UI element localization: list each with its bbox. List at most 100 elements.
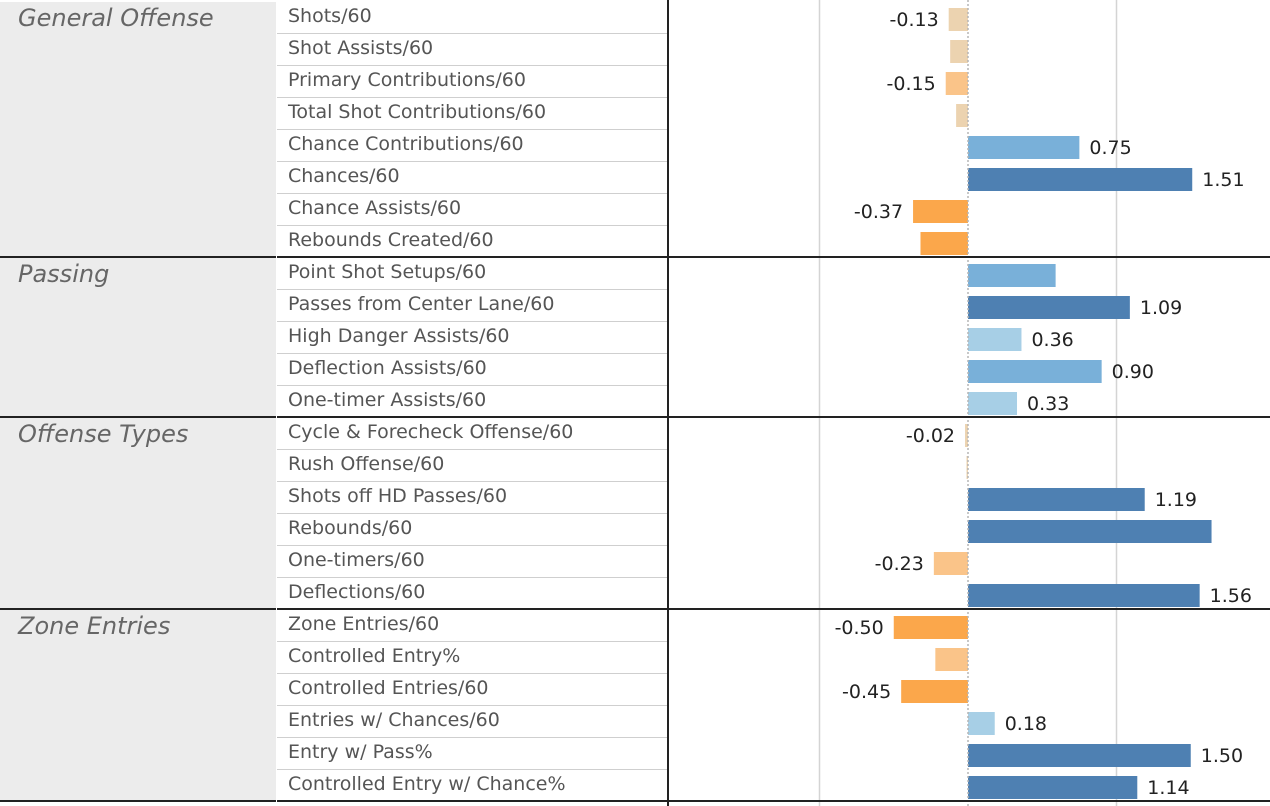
bar <box>913 200 968 223</box>
metric-label: Deflection Assists/60 <box>288 357 487 379</box>
metric-row: Cycle & Forecheck Offense/60 <box>277 418 667 450</box>
value-label: 0.18 <box>1005 713 1047 735</box>
metric-label: Total Shot Contributions/60 <box>288 101 547 123</box>
metric-row: Chance Contributions/60 <box>277 130 667 162</box>
value-label: 0.90 <box>1112 361 1154 383</box>
bar <box>920 232 968 255</box>
group-separator <box>669 800 1270 802</box>
metric-label: Controlled Entries/60 <box>288 677 489 699</box>
metric-label: Chance Assists/60 <box>288 197 462 219</box>
metric-row: Total Shot Contributions/60 <box>277 98 667 130</box>
bar <box>968 168 1193 191</box>
category-cell: Passing <box>0 258 276 418</box>
metric-label: High Danger Assists/60 <box>288 325 510 347</box>
metric-row: Rebounds/60 <box>277 514 667 546</box>
bar <box>968 744 1191 767</box>
value-label: -0.02 <box>906 425 955 447</box>
metric-label: Rush Offense/60 <box>288 453 445 475</box>
metric-row: High Danger Assists/60 <box>277 322 667 354</box>
value-label: 1.19 <box>1155 489 1197 511</box>
metric-label: One-timer Assists/60 <box>288 389 487 411</box>
metric-label: Entries w/ Chances/60 <box>288 709 500 731</box>
category-label: Offense Types <box>18 420 189 448</box>
metric-row: Chance Assists/60 <box>277 194 667 226</box>
value-label: -0.23 <box>875 553 924 575</box>
metric-row: Rush Offense/60 <box>277 450 667 482</box>
metric-label: Shots/60 <box>288 5 372 27</box>
value-label: 0.75 <box>1089 137 1131 159</box>
metric-row: One-timer Assists/60 <box>277 386 667 418</box>
metric-label: Chance Contributions/60 <box>288 133 524 155</box>
value-label: -0.13 <box>890 9 939 31</box>
bar <box>968 296 1130 319</box>
bar <box>893 616 968 639</box>
metric-row: Entries w/ Chances/60 <box>277 706 667 738</box>
category-cell: General Offense <box>0 2 276 258</box>
bar <box>966 456 968 479</box>
metric-label: Entry w/ Pass% <box>288 741 433 763</box>
group-separator <box>669 608 1270 610</box>
metric-row: Deflections/60 <box>277 578 667 610</box>
bar <box>965 424 968 447</box>
value-label: 0.33 <box>1027 393 1069 415</box>
bar <box>968 712 995 735</box>
group-separator <box>669 416 1270 418</box>
category-label: Zone Entries <box>18 612 171 640</box>
value-label: 1.51 <box>1202 169 1244 191</box>
value-label: 1.56 <box>1210 585 1252 607</box>
bar <box>968 264 1056 287</box>
metric-label: Controlled Entry% <box>288 645 461 667</box>
bar <box>945 72 968 95</box>
bar <box>968 584 1200 607</box>
value-label: -0.15 <box>887 73 936 95</box>
category-cell: Zone Entries <box>0 610 276 802</box>
value-label: -0.45 <box>842 681 891 703</box>
metric-label: Shot Assists/60 <box>288 37 434 59</box>
bar <box>968 136 1080 159</box>
bar <box>968 328 1022 351</box>
metric-row: One-timers/60 <box>277 546 667 578</box>
bar <box>968 520 1212 543</box>
metric-label: Deflections/60 <box>288 581 426 603</box>
metric-row: Point Shot Setups/60 <box>277 258 667 290</box>
metric-label: Controlled Entry w/ Chance% <box>288 773 566 795</box>
metric-label: Zone Entries/60 <box>288 613 440 635</box>
bar <box>950 40 968 63</box>
metric-row: Shots/60 <box>277 2 667 34</box>
bar <box>968 776 1138 799</box>
category-label: Passing <box>18 260 110 288</box>
category-cell: Offense Types <box>0 418 276 610</box>
metric-label: Cycle & Forecheck Offense/60 <box>288 421 574 443</box>
value-label: -0.37 <box>854 201 903 223</box>
value-label: 0.36 <box>1031 329 1073 351</box>
metric-row: Passes from Center Lane/60 <box>277 290 667 322</box>
plot-left-border <box>667 0 669 806</box>
metric-row: Shots off HD Passes/60 <box>277 482 667 514</box>
bar <box>968 392 1018 415</box>
value-label: 1.14 <box>1147 777 1189 799</box>
metric-label: Chances/60 <box>288 165 400 187</box>
bar <box>935 648 968 671</box>
metric-row: Entry w/ Pass% <box>277 738 667 770</box>
metric-row: Rebounds Created/60 <box>277 226 667 258</box>
value-label: 1.09 <box>1140 297 1182 319</box>
value-label: 1.50 <box>1201 745 1243 767</box>
value-label: -0.50 <box>835 617 884 639</box>
metric-row: Primary Contributions/60 <box>277 66 667 98</box>
metric-label: Passes from Center Lane/60 <box>288 293 555 315</box>
metric-label: Primary Contributions/60 <box>288 69 526 91</box>
bar <box>968 488 1145 511</box>
bar <box>948 8 968 31</box>
bar <box>901 680 968 703</box>
metric-row: Zone Entries/60 <box>277 610 667 642</box>
metric-label: Point Shot Setups/60 <box>288 261 487 283</box>
metric-row: Shot Assists/60 <box>277 34 667 66</box>
bar <box>933 552 968 575</box>
bar <box>968 360 1102 383</box>
bar <box>956 104 968 127</box>
group-separator <box>669 256 1270 258</box>
metric-row: Deflection Assists/60 <box>277 354 667 386</box>
metric-row: Controlled Entry% <box>277 642 667 674</box>
